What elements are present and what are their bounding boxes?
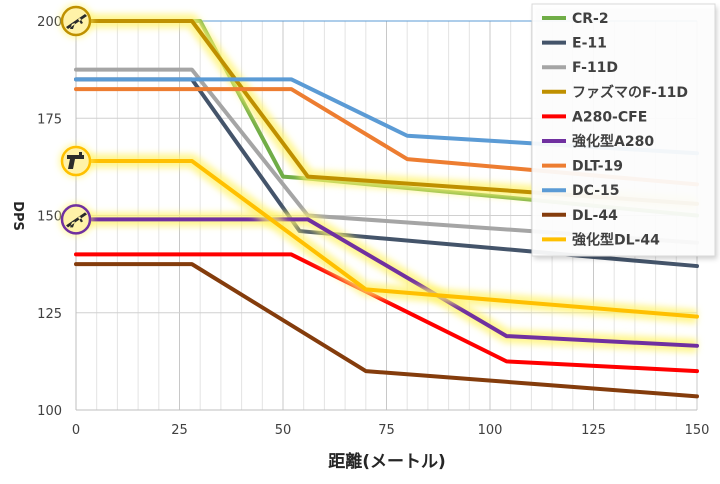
legend-label: ファズマのF-11D [572,84,688,101]
legend-label: DLT-19 [572,159,623,175]
y-tick-label: 125 [37,307,62,322]
y-tick-label: 175 [37,112,62,127]
blaster-pistol-icon [59,144,93,179]
series-lines [74,14,699,399]
legend-label: DC-15 [572,183,620,199]
legend-label: E-11 [572,36,607,52]
pistol-shape [67,152,84,170]
y-axis-label: DPS [10,201,25,231]
axes: 0 25 50 75 100 125 150 100 125 150 175 200 [37,15,709,438]
rifle-icon [59,202,93,237]
x-tick-label: 75 [378,423,395,438]
x-axis-label: 距離(メートル) [328,451,446,472]
x-tick-label: 150 [685,423,710,438]
y-tick-label: 100 [37,404,62,419]
series-line [74,67,699,245]
weapon-icons [59,4,93,237]
legend-label: CR-2 [572,11,609,27]
series-line [74,19,699,206]
rifle-shape [66,14,87,29]
y-tick-label: 150 [37,210,62,225]
x-tick-label: 50 [275,423,292,438]
legend-label: F-11D [572,60,618,76]
rifle-shape [66,212,87,228]
legend-label: 強化型DL-44 [572,231,660,248]
legend: CR-2 E-11 F-11D ファズマのF-11D A280-CFE 強化型A280 DL… [531,3,717,259]
x-tick-label: 25 [171,423,188,438]
legend-label: A280-CFE [572,109,647,125]
series-line [74,262,699,399]
icon-ring [60,145,92,177]
series-line [74,252,699,374]
legend-label: 強化型A280 [572,133,654,150]
x-tick-label: 100 [478,423,503,438]
legend-label: DL-44 [572,208,618,224]
rifle-icon [59,4,93,38]
x-tick-label: 0 [72,423,80,438]
series-line [74,159,699,319]
x-tick-label: 125 [581,423,606,438]
y-tick-label: 200 [37,15,62,30]
series-line [74,217,699,348]
